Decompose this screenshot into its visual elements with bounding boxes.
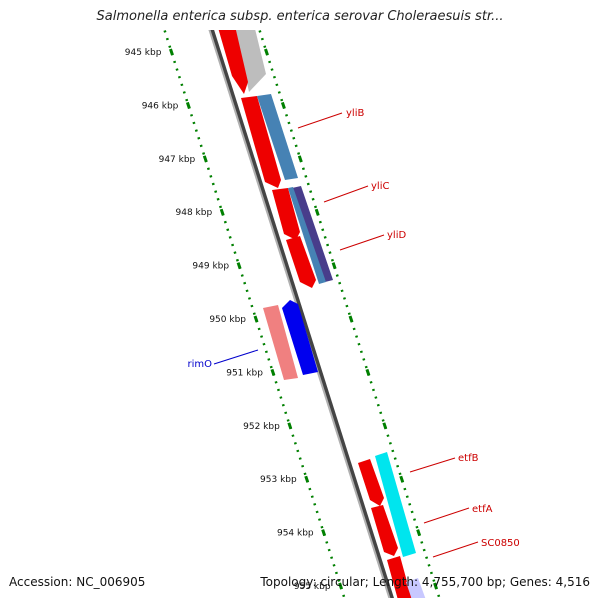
tick-label-950: 950 kbp bbox=[209, 315, 246, 325]
outer-tick-955 bbox=[338, 582, 343, 590]
tick-label-945: 945 kbp bbox=[125, 48, 162, 58]
lavender-track-SC0850 bbox=[406, 578, 426, 598]
gene-leader-lines bbox=[213, 112, 479, 558]
tick-label-946: 946 kbp bbox=[142, 101, 179, 111]
gene-label-etfA: etfA bbox=[472, 504, 493, 515]
red-feature-yliB bbox=[241, 96, 281, 188]
tick-label-947: 947 kbp bbox=[159, 155, 196, 165]
leader-yliB bbox=[297, 112, 343, 129]
tick-label-952: 952 kbp bbox=[243, 422, 280, 432]
outer-tick-948 bbox=[219, 208, 225, 216]
gene-label-etfB: etfB bbox=[458, 453, 479, 464]
tick-label-955: 955 kbp bbox=[294, 582, 331, 592]
inner-ruler-line bbox=[258, 30, 441, 598]
gray-feature-top bbox=[235, 30, 266, 92]
inner-tick-948 bbox=[314, 208, 320, 216]
leader-yliC bbox=[323, 185, 369, 203]
outer-tick-952 bbox=[287, 422, 293, 430]
tick-label-953: 953 kbp bbox=[260, 475, 297, 485]
ruler-ticks: 945 kbp 946 kbp 947 kbp 948 kbp 949 kbp 950 k… bbox=[125, 48, 438, 592]
tick-label-948: 948 kbp bbox=[176, 208, 213, 218]
inner-tick-954 bbox=[416, 529, 422, 537]
gene-label-yliD: yliD bbox=[387, 230, 406, 241]
gene-labels: yliB yliC yliD rimO etfB etfA SC0850 bbox=[187, 108, 519, 549]
outer-ruler-line bbox=[163, 30, 346, 598]
leader-SC0850 bbox=[432, 541, 479, 558]
genome-stats-text: Topology: circular; Length: 4,755,700 bp… bbox=[260, 575, 590, 589]
cyan-track-etf bbox=[375, 452, 416, 557]
gene-label-rimO: rimO bbox=[187, 359, 212, 370]
outer-tick-949 bbox=[236, 262, 242, 270]
tick-label-949: 949 kbp bbox=[192, 262, 229, 272]
backbone-shadow bbox=[208, 30, 394, 598]
leader-etfA bbox=[423, 507, 470, 524]
outer-tick-951 bbox=[270, 368, 276, 376]
purple-track-yliC bbox=[292, 186, 333, 282]
red-feature-etfB bbox=[358, 459, 384, 506]
red-feature-yliD bbox=[286, 236, 316, 288]
genome-backbone bbox=[208, 30, 394, 598]
inner-tick-947 bbox=[297, 155, 303, 163]
tick-label-951: 951 kbp bbox=[226, 368, 263, 378]
ruler-lines bbox=[163, 30, 441, 598]
rimO-dark-feature bbox=[282, 300, 318, 375]
rimO-light-feature bbox=[263, 305, 298, 380]
outer-tick-950 bbox=[253, 315, 259, 323]
outer-tick-945 bbox=[169, 48, 174, 56]
gene-label-yliB: yliB bbox=[346, 108, 364, 119]
outer-tick-946 bbox=[185, 101, 191, 109]
inner-tick-953 bbox=[399, 475, 405, 483]
inner-tick-950 bbox=[348, 315, 354, 323]
outer-tick-954 bbox=[321, 529, 327, 537]
leader-yliD bbox=[339, 234, 385, 251]
gene-features bbox=[218, 30, 426, 598]
accession-text: Accession: NC_006905 bbox=[9, 575, 146, 589]
gene-label-SC0850: SC0850 bbox=[481, 538, 520, 549]
red-feature-SC0850 bbox=[387, 556, 412, 598]
inner-tick-955 bbox=[433, 582, 438, 590]
red-feature-top bbox=[218, 30, 248, 94]
tick-label-954: 954 kbp bbox=[277, 529, 314, 539]
red-feature-etfA bbox=[371, 505, 398, 556]
blue-track-yliB bbox=[257, 94, 298, 180]
leader-etfB bbox=[409, 457, 456, 473]
gene-label-yliC: yliC bbox=[371, 181, 389, 192]
backbone-highlight bbox=[208, 30, 391, 598]
outer-tick-947 bbox=[202, 155, 208, 163]
leader-rimO bbox=[213, 349, 259, 365]
blue-track-yliD bbox=[288, 187, 326, 284]
outer-tick-953 bbox=[304, 475, 310, 483]
red-feature-yliC bbox=[272, 188, 300, 240]
inner-tick-949 bbox=[331, 262, 337, 270]
map-title: Salmonella enterica subsp. enterica sero… bbox=[96, 9, 504, 24]
inner-tick-952 bbox=[382, 422, 388, 430]
inner-tick-951 bbox=[365, 368, 371, 376]
inner-tick-946 bbox=[280, 101, 286, 109]
inner-tick-945 bbox=[264, 48, 269, 56]
